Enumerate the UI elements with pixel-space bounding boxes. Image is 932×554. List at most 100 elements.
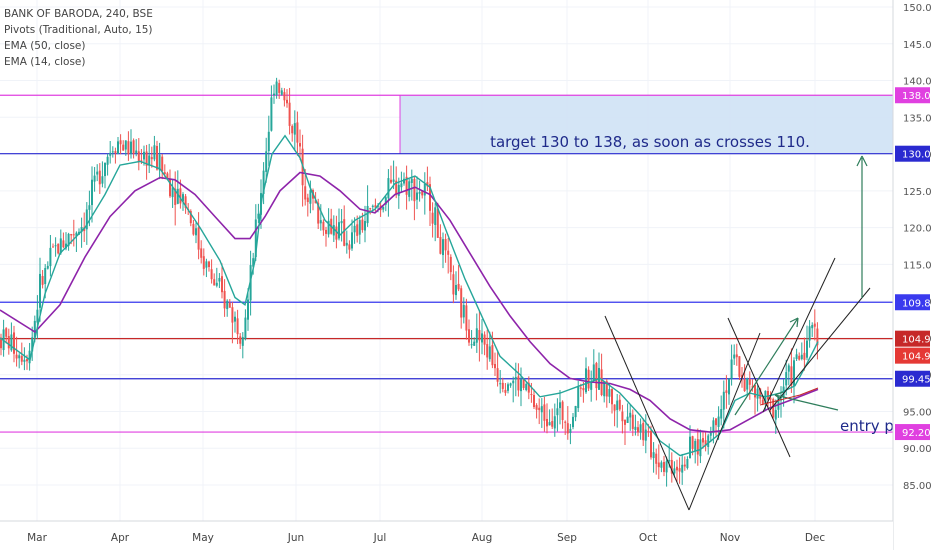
candle-body — [761, 399, 764, 404]
candle-body — [98, 170, 101, 185]
y-tick-label: 135.00 — [903, 113, 932, 124]
candle-body — [772, 399, 775, 418]
candle-body — [158, 154, 161, 171]
candle-body — [668, 459, 671, 462]
annotation-entry-text: entry po — [840, 417, 903, 435]
candle-body — [657, 462, 660, 468]
candle-body — [244, 317, 247, 339]
candle-body — [72, 234, 75, 236]
candle-body — [226, 300, 229, 310]
candle-body — [132, 140, 135, 154]
candle-body — [429, 184, 431, 211]
candle-body — [806, 340, 808, 358]
candle-body — [280, 90, 283, 95]
candle-body — [639, 424, 642, 433]
candle-body — [345, 242, 348, 246]
candle-body — [299, 143, 301, 147]
target-zone — [399, 95, 893, 154]
candle-body — [364, 221, 366, 231]
candle-body — [613, 404, 616, 411]
candle-body — [533, 395, 535, 408]
candle-body — [5, 328, 8, 337]
candle-body — [722, 391, 725, 410]
candle-body — [447, 250, 450, 255]
level-badge — [895, 370, 930, 387]
candle-body — [462, 305, 465, 318]
level-badge-label: 104.90 — [902, 335, 932, 346]
candle-body — [689, 436, 691, 459]
candle-body — [759, 388, 762, 399]
candle-body — [520, 379, 522, 392]
candle-body — [361, 219, 364, 231]
x-tick-label: Dec — [805, 532, 826, 544]
candle-body — [569, 428, 572, 434]
candle-body — [33, 320, 36, 338]
candle-body — [754, 385, 756, 398]
candle-body — [767, 390, 769, 400]
candle-body — [358, 220, 361, 235]
arrow-up-short — [734, 317, 799, 416]
candle-body — [470, 344, 473, 346]
candle-body — [798, 355, 801, 360]
candle-body — [221, 276, 223, 293]
candle-body — [452, 274, 455, 295]
candle-body — [70, 234, 73, 236]
candle-body — [621, 411, 624, 422]
candle-body — [410, 178, 413, 183]
candle-body — [579, 387, 582, 389]
candle-body — [566, 423, 569, 434]
candle-body — [439, 236, 442, 254]
candle-body — [13, 332, 15, 354]
level-badge-label: 99.45 — [902, 375, 931, 386]
candle-body — [665, 461, 668, 473]
candle-body — [514, 376, 517, 380]
ema-lines — [0, 134, 819, 457]
candle-body — [234, 316, 236, 322]
candle-body — [213, 279, 216, 286]
legend-ema14: EMA (14, close) — [4, 56, 86, 68]
candle-body — [592, 364, 595, 382]
candle-body — [49, 247, 52, 267]
candle-body — [733, 354, 736, 359]
candle-body — [808, 326, 811, 341]
candle-body — [267, 131, 270, 152]
candle-body — [20, 355, 23, 362]
candle-body — [483, 334, 486, 345]
candle-body — [247, 299, 249, 320]
candle-body — [605, 381, 608, 397]
candle-body — [210, 269, 213, 280]
candle-body — [655, 453, 658, 464]
candle-body — [735, 354, 738, 358]
candle-body — [93, 175, 96, 182]
candle-body — [382, 206, 385, 210]
candle-body — [663, 462, 665, 472]
candle-body — [273, 93, 275, 96]
candle-body — [681, 464, 684, 473]
candle-body — [119, 140, 122, 145]
candle-body — [340, 221, 343, 224]
candle-body — [189, 211, 192, 224]
candle-body — [140, 160, 143, 162]
trendline-down — [727, 317, 791, 458]
candle-body — [434, 207, 437, 226]
candle-body — [725, 390, 728, 394]
candle-body — [746, 378, 749, 390]
trendline-drawings — [604, 155, 871, 511]
candle-body — [208, 261, 210, 268]
candle-body — [800, 354, 803, 359]
candle-body — [150, 157, 153, 160]
x-tick-label: Aug — [472, 532, 493, 544]
candle-body — [101, 176, 104, 184]
candle-body — [509, 383, 512, 386]
candle-body — [631, 414, 634, 429]
level-badge-label: 109.85 — [902, 298, 932, 309]
candle-body — [525, 383, 528, 390]
candle-body — [304, 186, 307, 200]
candle-body — [449, 256, 452, 273]
candle-body — [436, 208, 439, 238]
candle-body — [582, 388, 585, 391]
candle-body — [728, 379, 730, 395]
legend-ema50: EMA (50, close) — [4, 40, 86, 52]
